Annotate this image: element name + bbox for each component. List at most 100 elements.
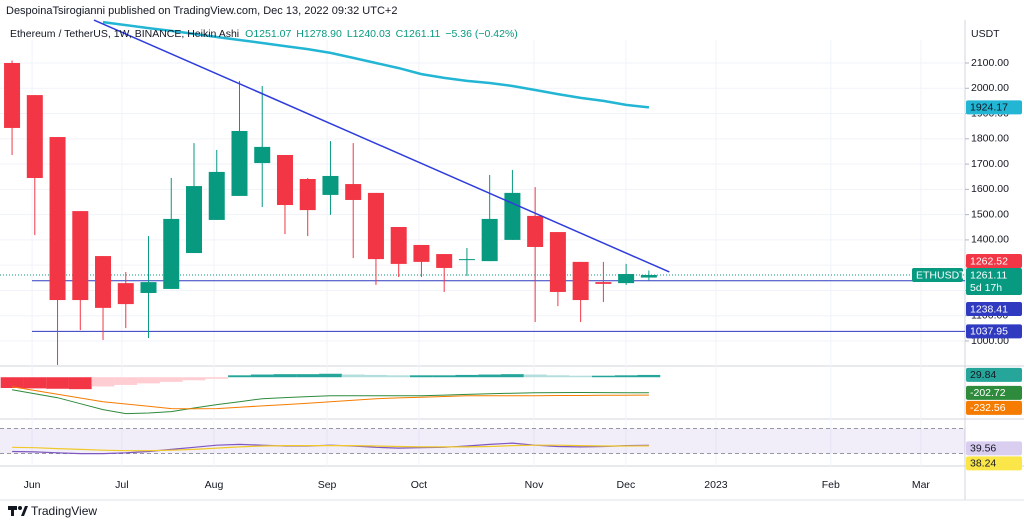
trendline <box>93 19 670 273</box>
last-price-box <box>966 268 1022 296</box>
candle-body <box>95 256 112 308</box>
symbol-tag: ETHUSDT <box>916 269 966 281</box>
x-tick-label: Mar <box>912 479 931 491</box>
price-tag-box <box>966 400 1022 415</box>
price-tag-box <box>966 100 1022 115</box>
price-tag: 1037.95 <box>970 326 1008 338</box>
candle-body <box>26 95 43 178</box>
x-tick-label: Feb <box>822 479 840 491</box>
y-tick-label: 1600.00 <box>971 183 1009 195</box>
x-tick-label: Aug <box>205 479 224 491</box>
candle-body <box>208 171 225 220</box>
brand: TradingView <box>31 504 97 518</box>
price-tag: 1924.17 <box>970 102 1008 114</box>
price-tag: 1262.52 <box>970 255 1008 267</box>
macd-histogram <box>296 374 320 378</box>
candle-body <box>254 146 271 164</box>
price-tag: -202.72 <box>970 387 1006 399</box>
macd-histogram <box>137 377 160 384</box>
change: −5.36 (−0.42%) <box>445 28 517 40</box>
x-tick-label: Jul <box>115 479 128 491</box>
price-tag-box <box>966 441 1022 456</box>
logo: TradingView <box>8 504 97 518</box>
macd-histogram <box>319 373 342 378</box>
price-tag: 29.84 <box>970 369 996 381</box>
candle-body <box>458 259 475 261</box>
macd-histogram <box>23 377 47 389</box>
legend: Ethereum / TetherUS, 1W, BINANCE, Heikin… <box>10 28 518 40</box>
x-tick-label: Sep <box>318 479 337 491</box>
candle-body <box>299 178 316 211</box>
logo-mark <box>21 506 28 516</box>
y-tick-label: 1800.00 <box>971 133 1009 145</box>
y-tick-label: 1500.00 <box>971 208 1009 220</box>
macd-histogram <box>591 375 615 378</box>
macd-histogram <box>159 377 183 382</box>
symbol-box <box>912 268 963 283</box>
macd-histogram <box>68 377 92 390</box>
x-tick-label: Dec <box>617 479 636 491</box>
candle-body <box>140 282 157 293</box>
macd-histogram <box>523 374 547 378</box>
y-tick-label: 2000.00 <box>971 82 1009 94</box>
y-axis-label: USDT <box>971 28 1000 40</box>
price-tag-box <box>966 254 1022 269</box>
logo-mark <box>11 506 14 516</box>
macd-histogram <box>614 375 638 378</box>
price-tag: -232.56 <box>970 402 1006 414</box>
macd-histogram <box>569 375 593 378</box>
price-tag-box <box>966 302 1022 317</box>
candle-body <box>413 244 430 262</box>
price-tag: 38.24 <box>970 458 996 470</box>
macd-histogram <box>637 374 661 378</box>
last-price: 1261.11 <box>970 269 1007 281</box>
candle-body <box>549 232 566 292</box>
macd-histogram <box>410 375 433 378</box>
candle-body <box>390 227 407 264</box>
countdown: 5d 17h <box>970 282 1002 294</box>
ohlc-value: H1278.90 <box>296 28 342 40</box>
macd-histogram <box>478 374 502 378</box>
macd-histogram <box>0 377 24 388</box>
price-tag-box <box>966 456 1022 471</box>
y-tick-label: 2100.00 <box>971 57 1009 69</box>
candle-body <box>436 254 453 268</box>
candle-body <box>481 218 498 262</box>
candle-body <box>231 130 248 196</box>
candle-body <box>595 282 612 284</box>
macd-histogram <box>114 377 138 385</box>
macd-histogram <box>341 374 365 378</box>
grid <box>0 40 965 466</box>
y-tick-label: 1400.00 <box>971 234 1009 246</box>
macd-histogram <box>387 375 411 378</box>
x-tick-label: Nov <box>525 479 544 491</box>
candle-body <box>49 137 66 301</box>
logo-mark <box>18 506 22 510</box>
moving-average <box>102 20 650 109</box>
rsi-pane <box>0 427 965 455</box>
candle-body <box>527 215 544 247</box>
ohlc-value: L1240.03 <box>347 28 391 40</box>
macd-histogram <box>228 375 251 378</box>
macd-histogram <box>501 374 524 378</box>
macd-histogram <box>91 377 115 387</box>
candle-body <box>572 261 589 301</box>
x-tick-label: Oct <box>411 479 427 491</box>
candle-body <box>276 154 293 206</box>
candle-body <box>163 218 180 289</box>
macd-histogram <box>432 375 456 378</box>
candle-body <box>640 275 657 278</box>
candle-body <box>367 192 384 260</box>
macd-histogram <box>182 377 206 381</box>
candle-body <box>186 186 203 254</box>
x-tick-label: Jun <box>24 479 41 491</box>
candle-body <box>345 184 362 200</box>
x-tick-label: 2023 <box>704 479 728 491</box>
y-tick-label: 1700.00 <box>971 158 1009 170</box>
candle-body <box>322 175 339 195</box>
candle-body <box>4 62 21 128</box>
price-tag-box <box>966 367 1022 382</box>
macd-histogram <box>250 374 274 378</box>
macd-histogram <box>546 375 570 378</box>
